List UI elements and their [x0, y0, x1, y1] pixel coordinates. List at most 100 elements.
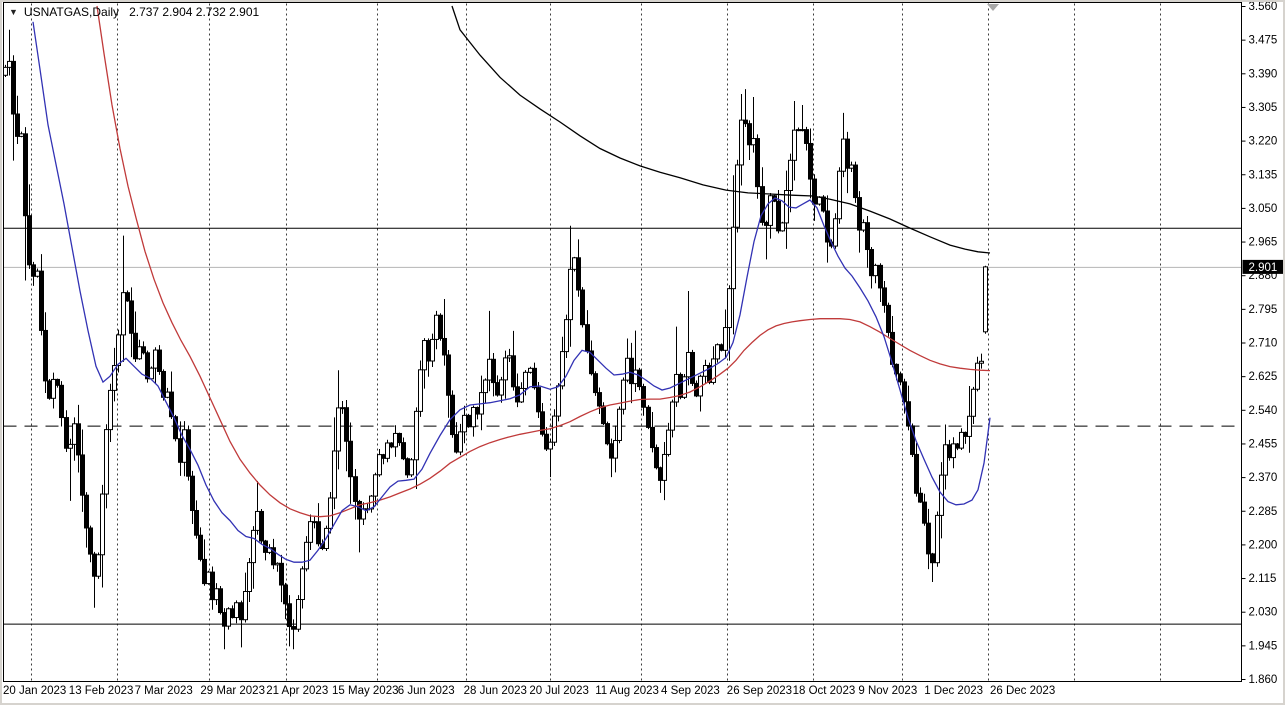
candle-body [153, 349, 158, 369]
y-axis-label: 2.115 [1249, 573, 1277, 585]
candle-body [19, 133, 24, 137]
candle-body [104, 429, 109, 495]
candle-body [157, 349, 162, 372]
candle-body [666, 429, 671, 455]
candle-body [589, 350, 594, 375]
candle-body [955, 443, 960, 449]
candle-body [3, 66, 8, 76]
candle-body [792, 129, 797, 161]
candle-body [96, 554, 101, 577]
ohlc-values: 2.737 2.904 2.732 2.901 [129, 5, 260, 19]
candle-body [409, 459, 414, 476]
candle-body [646, 406, 651, 428]
candle-body [332, 450, 337, 499]
y-axis-label: 3.475 [1249, 35, 1278, 47]
candle-body [125, 292, 130, 302]
candle-body [869, 249, 874, 277]
candle-body [141, 346, 146, 354]
y-axis-label: 2.540 [1249, 405, 1278, 417]
candle-body [873, 264, 878, 277]
x-axis-label: 7 Mar 2023 [135, 685, 193, 697]
candle-body [210, 571, 215, 601]
candle-body [825, 210, 830, 243]
candle-body [178, 438, 183, 463]
candle-body [719, 344, 724, 351]
candle-body [475, 406, 480, 415]
candle-body [471, 406, 476, 428]
candle-body [149, 367, 154, 380]
candle-body [287, 603, 292, 628]
candle-body [613, 439, 618, 459]
candle-body [511, 355, 516, 388]
candle-body [735, 164, 740, 228]
candle-body [609, 443, 614, 459]
candle-body [450, 394, 455, 436]
candle-body [100, 493, 105, 556]
candle-body [637, 369, 642, 388]
candle-body [910, 425, 915, 455]
candle-body [226, 608, 231, 627]
candle-body [755, 138, 760, 188]
candle-body [434, 314, 439, 340]
y-axis-label: 2.370 [1249, 472, 1278, 484]
candle-body [312, 521, 317, 524]
x-axis-label: 1 Dec 2023 [924, 685, 983, 697]
candle-body [593, 373, 598, 394]
candle-body [841, 138, 846, 172]
candle-body [540, 411, 545, 435]
candle-body [11, 60, 16, 115]
candle-body [466, 414, 471, 428]
candle-body [747, 123, 752, 146]
candle-body [523, 371, 528, 389]
candle-body [743, 119, 748, 125]
candle-body [348, 440, 353, 478]
candle-body [495, 382, 500, 396]
candle-body [275, 562, 280, 566]
candle-body [597, 392, 602, 407]
candle-body [59, 384, 64, 419]
candle-body [678, 373, 683, 398]
candle-body [812, 178, 817, 205]
candle-body [560, 351, 565, 387]
y-axis-label: 2.200 [1249, 539, 1278, 551]
candle-body [760, 186, 765, 223]
candle-body [800, 129, 805, 132]
candle-body [137, 346, 142, 360]
candle-body [304, 541, 309, 570]
x-axis-label: 20 Jul 2023 [529, 685, 588, 697]
candle-body [959, 431, 964, 449]
candle-body [804, 129, 809, 144]
candle-body [776, 200, 781, 232]
candle-body [731, 226, 736, 290]
candle-body [983, 266, 988, 333]
candle-body [625, 357, 630, 381]
candle-body [715, 344, 720, 360]
symbol-dropdown-arrow-icon[interactable]: ▼ [9, 7, 18, 17]
candle-body [198, 534, 203, 560]
x-axis-label: 20 Jan 2023 [3, 685, 66, 697]
y-axis-label: 3.305 [1249, 102, 1278, 114]
candle-body [381, 454, 386, 459]
candle-body [674, 373, 679, 403]
candle-body [202, 558, 207, 585]
x-axis-label: 29 Mar 2023 [200, 685, 265, 697]
candle-body [7, 60, 12, 68]
candle-body [328, 497, 333, 529]
candle-body [243, 591, 248, 621]
candle-body [507, 355, 512, 359]
candle-body [88, 527, 93, 555]
x-axis-label: 26 Dec 2023 [990, 685, 1055, 697]
candle-body [271, 547, 276, 566]
candle-body [515, 386, 520, 403]
candle-body [821, 196, 826, 212]
candle-body [255, 510, 260, 531]
candle-body [914, 453, 919, 494]
candle-body [552, 415, 557, 443]
y-axis-label: 3.050 [1249, 203, 1278, 215]
candle-body [121, 292, 126, 336]
candle-body [426, 340, 431, 362]
candle-body [296, 599, 301, 630]
candle-body [572, 257, 577, 270]
candle-body [629, 357, 634, 385]
